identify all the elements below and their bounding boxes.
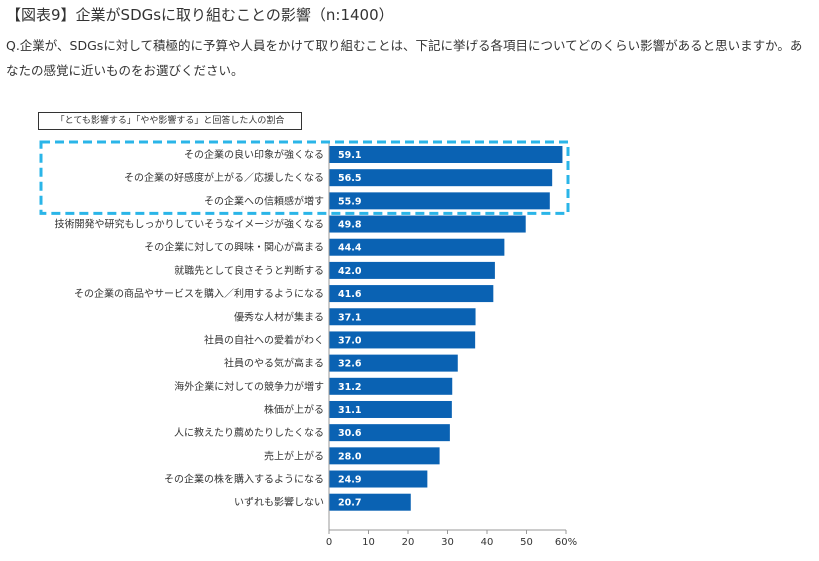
category-label: 売上が上がる xyxy=(264,449,324,462)
bar xyxy=(329,146,563,163)
category-label: 就職先として良さそうと判断する xyxy=(174,264,324,277)
data-label: 31.2 xyxy=(338,382,361,393)
data-label: 20.7 xyxy=(338,498,361,509)
data-label: 42.0 xyxy=(338,266,362,277)
figure-title: 【図表9】企業がSDGsに取り組むことの影響（n:1400） xyxy=(6,6,394,24)
x-tick-label: 0 xyxy=(326,537,332,548)
category-label: その企業の商品やサービスを購入／利用するようになる xyxy=(74,287,324,300)
bar xyxy=(329,308,476,326)
data-label: 31.1 xyxy=(338,405,361,416)
bar xyxy=(329,354,458,372)
data-label: 56.5 xyxy=(338,173,361,184)
x-tick-label: 30 xyxy=(441,537,454,548)
bar xyxy=(329,331,476,349)
x-tick-label: 50 xyxy=(520,537,533,548)
bar xyxy=(329,377,453,395)
category-label: 技術開発や研究もしっかりしていそうなイメージが強くなる xyxy=(55,218,325,231)
bar xyxy=(329,285,494,303)
data-label: 37.0 xyxy=(338,335,362,346)
data-label: 44.4 xyxy=(338,243,362,254)
chart-legend-label: 「とても影響する」「やや影響する」と回答した人の割合 xyxy=(38,112,302,130)
survey-question: Q.企業が、SDGsに対して積極的に予算や人員をかけて取り組むことは、下記に挙げ… xyxy=(6,38,803,78)
bar xyxy=(329,169,553,187)
bar xyxy=(329,447,440,465)
data-label: 41.6 xyxy=(338,289,362,300)
data-label: 59.1 xyxy=(338,150,361,161)
bar xyxy=(329,238,505,256)
bar xyxy=(329,215,526,233)
bar xyxy=(329,192,550,210)
category-label: その企業の好感度が上がる／応援したくなる xyxy=(124,171,324,184)
category-label: 海外企業に対しての競争力が増す xyxy=(174,380,324,393)
category-label: その企業に対しての興味・関心が高まる xyxy=(144,241,324,254)
data-label: 30.6 xyxy=(338,428,362,439)
category-label: その企業への信頼感が増す xyxy=(204,194,324,207)
data-label: 24.9 xyxy=(338,475,361,486)
category-label: いずれも影響しない xyxy=(234,496,324,509)
category-label: その企業の株を購入するようになる xyxy=(164,473,324,486)
category-label: 社員の自社への愛着がわく xyxy=(204,333,324,346)
category-label: 株価が上がる xyxy=(264,403,324,416)
bar xyxy=(329,261,495,279)
bar xyxy=(329,400,452,418)
bar xyxy=(329,424,450,442)
category-label: その企業の良い印象が強くなる xyxy=(184,148,324,161)
category-label: 人に教えたり薦めたりしたくなる xyxy=(174,426,324,439)
x-tick-label: 10 xyxy=(362,537,375,548)
category-label: 社員のやる気が高まる xyxy=(224,357,324,370)
data-label: 37.1 xyxy=(338,312,361,323)
bar xyxy=(329,470,428,488)
data-label: 55.9 xyxy=(338,196,361,207)
x-tick-label: 60% xyxy=(555,537,577,548)
category-label: 優秀な人材が集まる xyxy=(234,310,324,323)
data-label: 49.8 xyxy=(338,220,362,231)
bar xyxy=(329,493,411,511)
highlight-frame xyxy=(39,140,570,215)
x-tick-label: 20 xyxy=(402,537,415,548)
data-label: 28.0 xyxy=(338,451,362,462)
data-label: 32.6 xyxy=(338,359,362,370)
x-tick-label: 40 xyxy=(481,537,494,548)
